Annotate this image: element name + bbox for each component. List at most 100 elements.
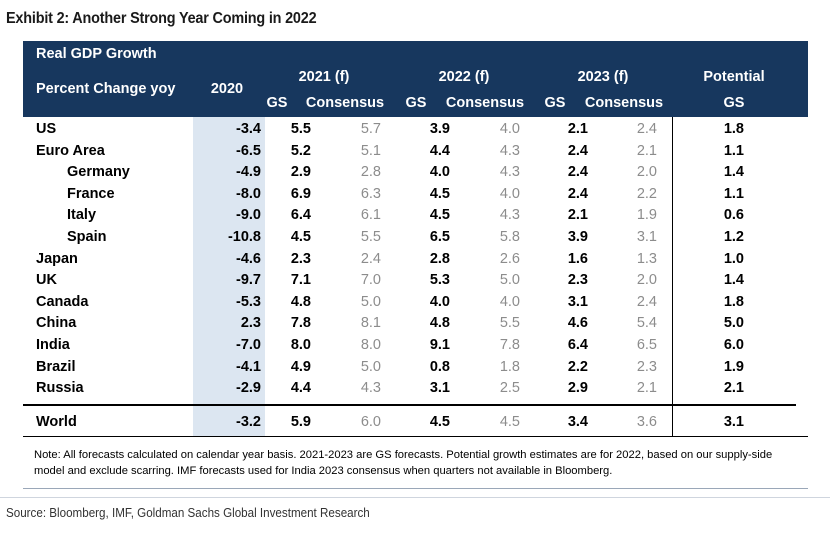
cell-consensus-2022: 1.8	[499, 358, 520, 375]
cell-gs-2023: 6.4	[567, 337, 588, 353]
cell-gs-2022: 4.5	[429, 185, 450, 202]
row-name: Brazil	[36, 358, 76, 375]
header-label-line1: Real GDP Growth	[36, 46, 157, 62]
cell-potential: 6.0	[723, 337, 744, 353]
cell-gs-2021: 7.8	[290, 315, 311, 332]
table-bottom-rule	[23, 436, 808, 437]
cell-consensus-2021: 5.0	[360, 358, 381, 375]
cell-gs-2022: 6.5	[429, 229, 450, 245]
row-name: France	[67, 185, 115, 202]
cell-gs-2021: 2.9	[290, 164, 311, 181]
row-name: US	[36, 121, 57, 137]
cell-potential: 1.9	[723, 358, 744, 375]
cell-gs-2023: 3.4	[567, 414, 588, 430]
gdp-table-panel: Real GDP Growth Percent Change yoy 2020 …	[23, 41, 808, 489]
cell-consensus-2021: 6.3	[360, 185, 381, 202]
cell-consensus-2023: 2.4	[636, 293, 657, 310]
cell-gs-2022: 2.8	[429, 250, 450, 267]
cell-gs-2023: 2.1	[567, 121, 588, 137]
cell-consensus-2021: 8.1	[360, 315, 381, 332]
row-name: Russia	[36, 380, 84, 397]
row-name: India	[36, 337, 70, 353]
cell-consensus-2021: 2.8	[360, 164, 381, 181]
header-2023-consensus: Consensus	[584, 95, 664, 111]
cell-consensus-2022: 5.0	[499, 272, 520, 289]
cell-2020: -7.0	[236, 337, 261, 353]
cell-gs-2023: 2.4	[567, 142, 588, 159]
cell-consensus-2022: 2.5	[499, 380, 520, 397]
header-2020: 2020	[210, 81, 244, 97]
cell-consensus-2022: 4.3	[499, 164, 520, 181]
cell-gs-2023: 2.2	[567, 358, 588, 375]
cell-gs-2021: 8.0	[290, 337, 311, 353]
table-row: Brazil -4.1 4.9 5.0 0.8 1.8 2.2 2.3 1.9	[23, 357, 808, 379]
cell-consensus-2023: 2.0	[636, 164, 657, 181]
cell-gs-2021: 6.9	[290, 185, 311, 202]
cell-consensus-2021: 5.0	[360, 293, 381, 310]
cell-gs-2022: 5.3	[429, 272, 450, 289]
cell-gs-2022: 3.9	[429, 121, 450, 137]
header-potential-gs: GS	[723, 95, 745, 111]
row-name: Germany	[67, 164, 130, 181]
cell-consensus-2021: 5.5	[360, 229, 381, 245]
cell-gs-2023: 2.3	[567, 272, 588, 289]
cell-potential: 1.8	[723, 293, 744, 310]
cell-gs-2023: 1.6	[567, 250, 588, 267]
header-2021-gs: GS	[266, 95, 288, 111]
cell-2020: -8.0	[236, 185, 261, 202]
cell-gs-2022: 3.1	[429, 380, 450, 397]
cell-consensus-2022: 5.8	[499, 229, 520, 245]
cell-gs-2023: 2.9	[567, 380, 588, 397]
cell-2020: -4.9	[236, 164, 261, 181]
cell-2020: -2.9	[236, 380, 261, 397]
cell-gs-2021: 6.4	[290, 207, 311, 224]
cell-gs-2022: 4.0	[429, 164, 450, 181]
cell-2020: -4.1	[236, 358, 261, 375]
cell-gs-2021: 4.8	[290, 293, 311, 310]
table-row: Euro Area -6.5 5.2 5.1 4.4 4.3 2.4 2.1 1.1	[23, 141, 808, 163]
source-divider	[0, 497, 830, 498]
cell-consensus-2022: 2.6	[499, 250, 520, 267]
cell-2020: -3.4	[236, 121, 261, 137]
cell-potential: 1.2	[723, 229, 744, 245]
cell-consensus-2023: 3.1	[636, 229, 657, 245]
cell-2020: -4.6	[236, 250, 261, 267]
table-row: Canada -5.3 4.8 5.0 4.0 4.0 3.1 2.4 1.8	[23, 292, 808, 314]
cell-potential: 1.1	[723, 142, 744, 159]
header-label-line2: Percent Change yoy	[36, 81, 176, 97]
cell-consensus-2023: 3.6	[636, 414, 657, 430]
cell-consensus-2022: 4.0	[499, 185, 520, 202]
cell-consensus-2022: 4.3	[499, 207, 520, 224]
cell-gs-2023: 2.1	[567, 207, 588, 224]
table-row-world: World -3.2 5.9 6.0 4.5 4.5 3.4 3.6 3.1	[23, 410, 808, 434]
cell-gs-2022: 4.4	[429, 142, 450, 159]
cell-consensus-2023: 5.4	[636, 315, 657, 332]
row-name: World	[36, 414, 77, 430]
cell-potential: 2.1	[723, 380, 744, 397]
cell-consensus-2023: 1.3	[636, 250, 657, 267]
potential-separator	[672, 117, 673, 436]
exhibit-title: Exhibit 2: Another Strong Year Coming in…	[6, 10, 317, 27]
cell-consensus-2023: 2.1	[636, 380, 657, 397]
cell-potential: 1.8	[723, 121, 744, 137]
cell-consensus-2021: 4.3	[360, 380, 381, 397]
cell-gs-2021: 5.5	[290, 121, 311, 137]
cell-2020: -6.5	[236, 142, 261, 159]
cell-gs-2022: 4.0	[429, 293, 450, 310]
row-name: Italy	[67, 207, 97, 224]
cell-consensus-2021: 8.0	[360, 337, 381, 353]
cell-gs-2022: 4.5	[429, 414, 450, 430]
cell-consensus-2022: 4.3	[499, 142, 520, 159]
header-2022-consensus: Consensus	[445, 95, 525, 111]
shade-2020-column	[193, 117, 265, 436]
cell-consensus-2023: 2.3	[636, 358, 657, 375]
cell-gs-2023: 2.4	[567, 185, 588, 202]
cell-gs-2023: 4.6	[567, 315, 588, 332]
cell-gs-2023: 2.4	[567, 164, 588, 181]
cell-consensus-2021: 5.7	[360, 121, 381, 137]
cell-gs-2021: 2.3	[290, 250, 311, 267]
cell-potential: 3.1	[723, 414, 744, 430]
table-row: India -7.0 8.0 8.0 9.1 7.8 6.4 6.5 6.0	[23, 335, 808, 357]
header-2021-consensus: Consensus	[305, 95, 385, 111]
cell-2020: -9.7	[236, 272, 261, 289]
